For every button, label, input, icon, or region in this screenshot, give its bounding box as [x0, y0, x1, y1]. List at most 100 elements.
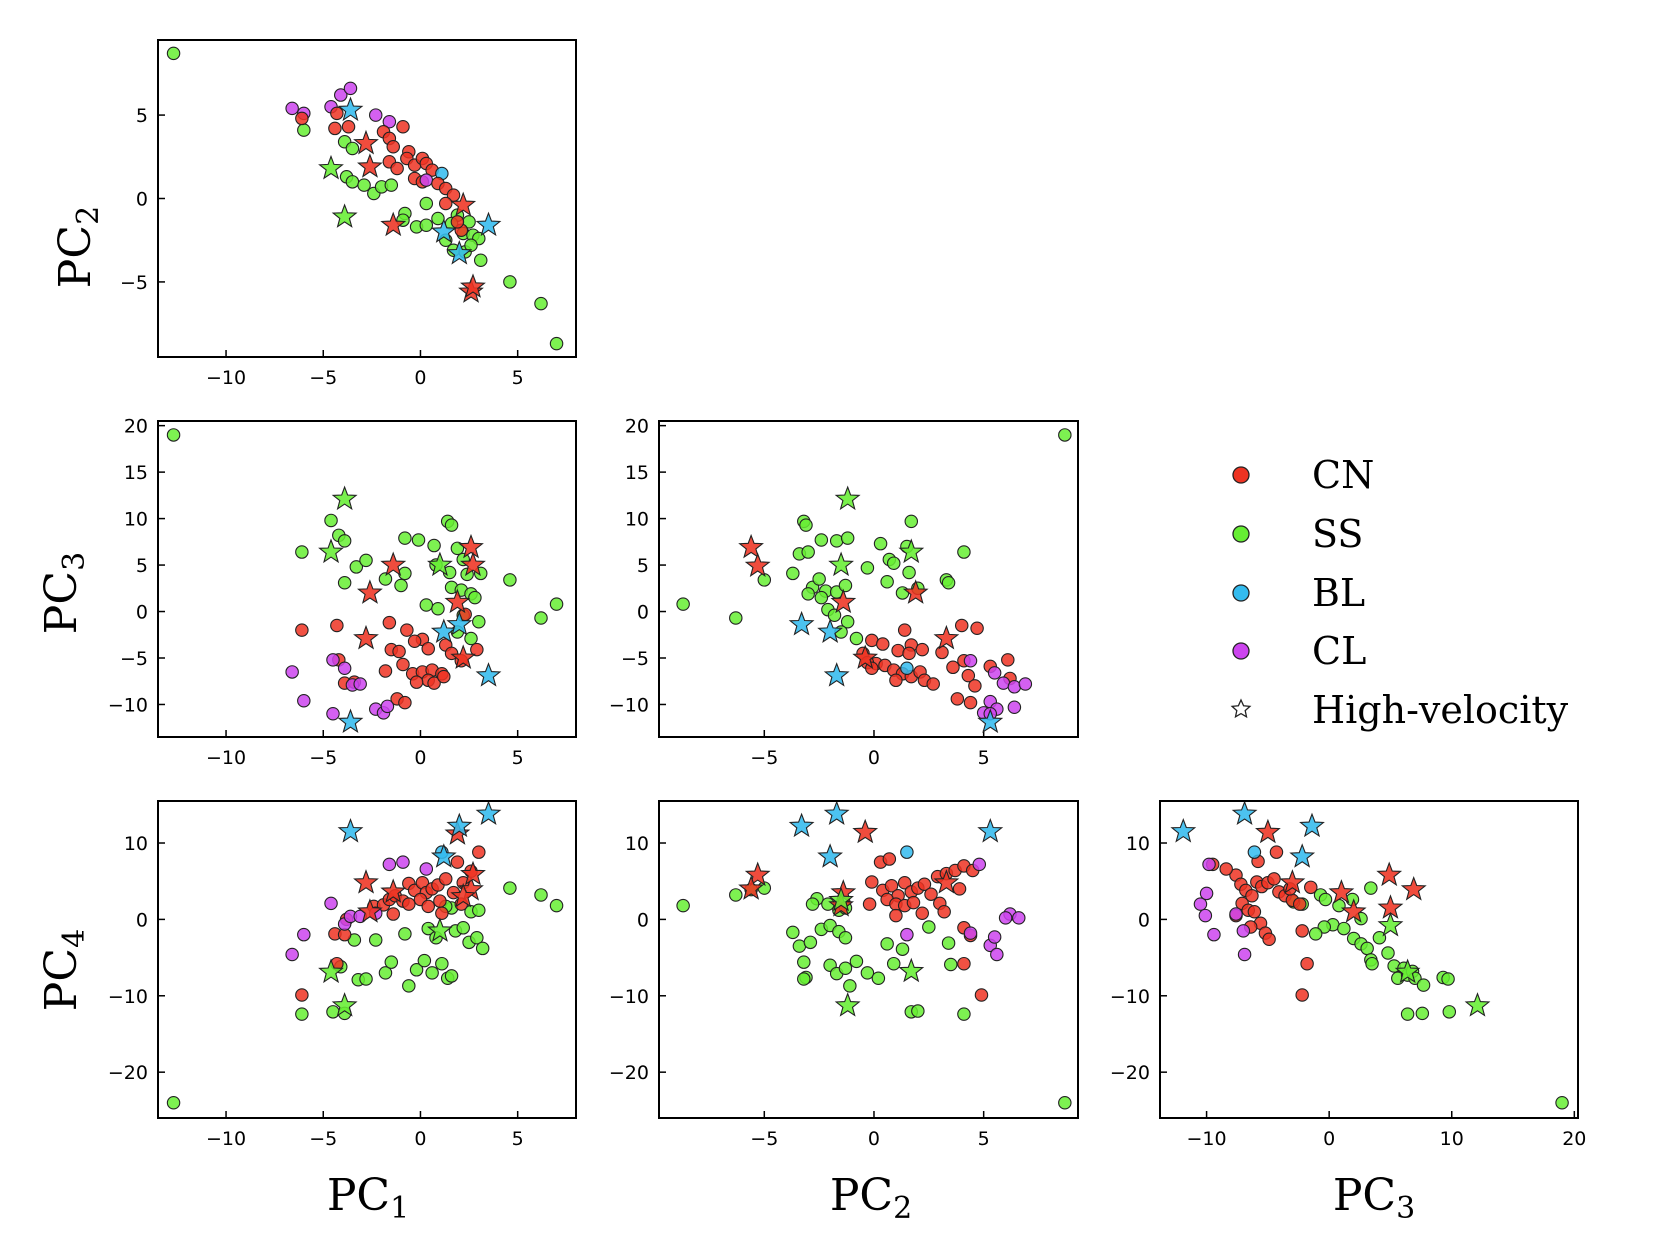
- data-point-cn: [378, 664, 393, 678]
- x-tick-label: 0: [1323, 1128, 1335, 1150]
- data-point-ss: [840, 615, 855, 629]
- data-point-ss: [464, 631, 478, 646]
- star-point-ss: [331, 485, 358, 511]
- data-point-ss: [456, 921, 470, 935]
- data-point-ss: [1372, 930, 1387, 945]
- data-point-ss: [472, 615, 486, 629]
- star-point-ss: [828, 551, 854, 577]
- legend-label-cl: CL: [1312, 629, 1366, 673]
- data-point-ss: [814, 590, 829, 605]
- data-point-ss: [431, 211, 445, 226]
- star-point-cn: [353, 624, 379, 650]
- data-point-cn: [435, 906, 449, 921]
- data-point-ss: [337, 575, 352, 590]
- y-tick-label: 0: [136, 909, 148, 931]
- data-point-ss: [1416, 978, 1431, 992]
- star-point-cn: [1279, 869, 1306, 894]
- panel-pc1-pc3: −10 −5 0 5 −10 −5 0 5 10 15 20: [108, 416, 577, 769]
- star-point-bl: [430, 843, 457, 868]
- star-point-cn: [933, 869, 960, 894]
- data-point-cl: [1198, 908, 1213, 923]
- data-point-ss: [814, 533, 829, 547]
- star-point-bl: [1170, 818, 1197, 843]
- y-tick-label: 0: [136, 602, 148, 624]
- y-tick-label: −20: [1110, 1062, 1150, 1084]
- data-point-cn: [1262, 932, 1276, 947]
- data-point-cn: [390, 161, 404, 176]
- data-point-cn: [1267, 872, 1281, 886]
- data-point-cn: [433, 894, 447, 908]
- star-point-bl: [475, 211, 502, 237]
- data-point-ss: [838, 578, 853, 593]
- y-tick-label: −10: [609, 694, 649, 716]
- data-point-cn: [382, 615, 397, 630]
- data-point-ss: [886, 556, 901, 570]
- data-point-cn: [1001, 653, 1015, 667]
- data-point-ss: [359, 972, 373, 986]
- data-point-cn: [952, 882, 967, 896]
- data-point-cn: [1292, 897, 1307, 911]
- data-point-ss: [295, 1007, 309, 1021]
- data-point-ss: [450, 541, 465, 556]
- data-point-ss: [799, 518, 813, 532]
- data-point-cn: [937, 905, 951, 919]
- data-point-cl: [382, 857, 397, 872]
- star-point-cn: [933, 624, 960, 650]
- star-point-ss: [898, 538, 925, 564]
- data-point-cn: [950, 692, 965, 706]
- data-point-cn: [295, 111, 309, 126]
- data-point-ss: [402, 979, 416, 993]
- data-point-cn: [407, 634, 422, 649]
- star-point-cn: [1400, 876, 1427, 901]
- data-point-cl: [285, 947, 299, 962]
- data-point-cn: [295, 988, 309, 1002]
- data-point-cn: [891, 643, 905, 658]
- data-point-cn: [295, 623, 309, 637]
- data-point-cn: [386, 140, 400, 154]
- y-tick-label: 0: [637, 602, 649, 624]
- data-point-cn: [865, 875, 879, 889]
- data-point-ss: [1058, 428, 1072, 442]
- data-point-cn: [897, 623, 912, 637]
- data-point-ss: [1381, 946, 1395, 960]
- data-point-ss: [1555, 1095, 1569, 1110]
- data-point-cl: [353, 677, 367, 691]
- data-point-bl: [900, 661, 914, 675]
- data-point-ss: [384, 178, 399, 192]
- svg-text:PC2: PC2: [50, 206, 106, 288]
- data-point-cn: [1300, 956, 1314, 971]
- data-point-ss: [941, 936, 956, 950]
- star-point-bl: [823, 662, 850, 687]
- data-point-cn: [902, 646, 916, 661]
- data-point-cn: [963, 695, 978, 710]
- x-tick-label: 0: [414, 1128, 426, 1150]
- data-point-ss: [797, 972, 811, 986]
- data-point-cl: [987, 930, 1002, 944]
- data-point-cn: [897, 875, 912, 890]
- star-point-cn: [458, 533, 484, 559]
- x-tick-label: 0: [414, 747, 426, 769]
- data-point-ss: [297, 123, 311, 137]
- data-point-ss: [464, 238, 478, 252]
- data-point-cn: [392, 644, 406, 659]
- star-point-bl: [817, 618, 843, 643]
- y-tick-label: 10: [625, 833, 649, 855]
- data-point-ss: [880, 937, 894, 951]
- y-tick-label: 20: [124, 416, 148, 438]
- star-point-bl: [1231, 800, 1258, 825]
- data-point-ss: [337, 534, 352, 548]
- star-point-cn: [852, 818, 879, 844]
- data-point-ss: [786, 925, 800, 940]
- data-point-cl: [419, 173, 434, 187]
- x-tick-label: 10: [1440, 1128, 1464, 1150]
- data-point-ss: [1058, 1095, 1072, 1110]
- svg-text:PC2: PC2: [830, 1170, 912, 1226]
- x-tick-label: 5: [512, 1128, 524, 1150]
- data-point-ss: [378, 572, 393, 586]
- panel-pc2-pc4: −5 0 5 −20 −10 0 10: [609, 800, 1079, 1150]
- star-point-bl: [977, 818, 1004, 843]
- data-point-cn: [450, 855, 465, 869]
- data-point-ss: [1441, 972, 1455, 986]
- data-point-ss: [166, 428, 181, 442]
- data-point-cn: [1269, 845, 1284, 859]
